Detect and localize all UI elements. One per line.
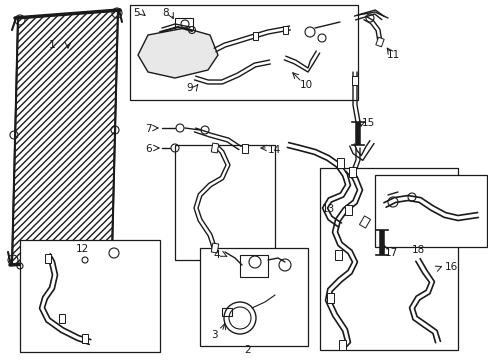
Text: 14: 14 xyxy=(267,145,281,155)
Text: 5: 5 xyxy=(133,8,140,18)
Bar xyxy=(282,26,287,34)
Text: 6: 6 xyxy=(145,144,152,154)
Text: 3: 3 xyxy=(211,330,218,340)
Bar xyxy=(344,205,351,215)
Bar xyxy=(211,243,218,253)
Bar xyxy=(374,175,486,247)
Text: 7: 7 xyxy=(145,124,152,134)
Bar xyxy=(375,37,384,47)
Bar xyxy=(175,18,193,30)
Bar xyxy=(59,314,65,323)
Bar xyxy=(45,253,51,262)
Bar xyxy=(20,240,160,352)
Text: 8: 8 xyxy=(162,8,168,18)
Text: 15: 15 xyxy=(361,118,374,128)
Text: 17: 17 xyxy=(384,248,397,258)
Text: 16: 16 xyxy=(444,262,457,272)
Text: 10: 10 xyxy=(299,80,312,90)
Bar xyxy=(211,143,218,153)
Bar xyxy=(240,255,267,277)
Bar xyxy=(351,76,357,85)
Text: 18: 18 xyxy=(410,245,424,255)
Text: 11: 11 xyxy=(386,50,400,60)
Bar xyxy=(348,167,355,177)
Bar xyxy=(334,250,341,260)
Bar xyxy=(319,168,457,350)
Polygon shape xyxy=(12,10,118,265)
Bar xyxy=(82,333,88,342)
Bar xyxy=(200,248,307,346)
Bar xyxy=(130,5,357,100)
Bar xyxy=(359,216,370,228)
Bar xyxy=(336,158,343,168)
Text: 13: 13 xyxy=(321,204,335,214)
Bar xyxy=(222,308,231,316)
Bar xyxy=(338,340,345,350)
Bar xyxy=(175,145,274,260)
Text: 12: 12 xyxy=(75,244,88,254)
Bar xyxy=(252,32,257,40)
Bar xyxy=(326,293,333,303)
Bar xyxy=(242,144,247,153)
Polygon shape xyxy=(138,28,218,78)
Text: 1: 1 xyxy=(48,40,55,50)
Text: 4: 4 xyxy=(213,250,220,260)
Text: 2: 2 xyxy=(244,345,251,355)
Text: 9: 9 xyxy=(185,83,192,93)
